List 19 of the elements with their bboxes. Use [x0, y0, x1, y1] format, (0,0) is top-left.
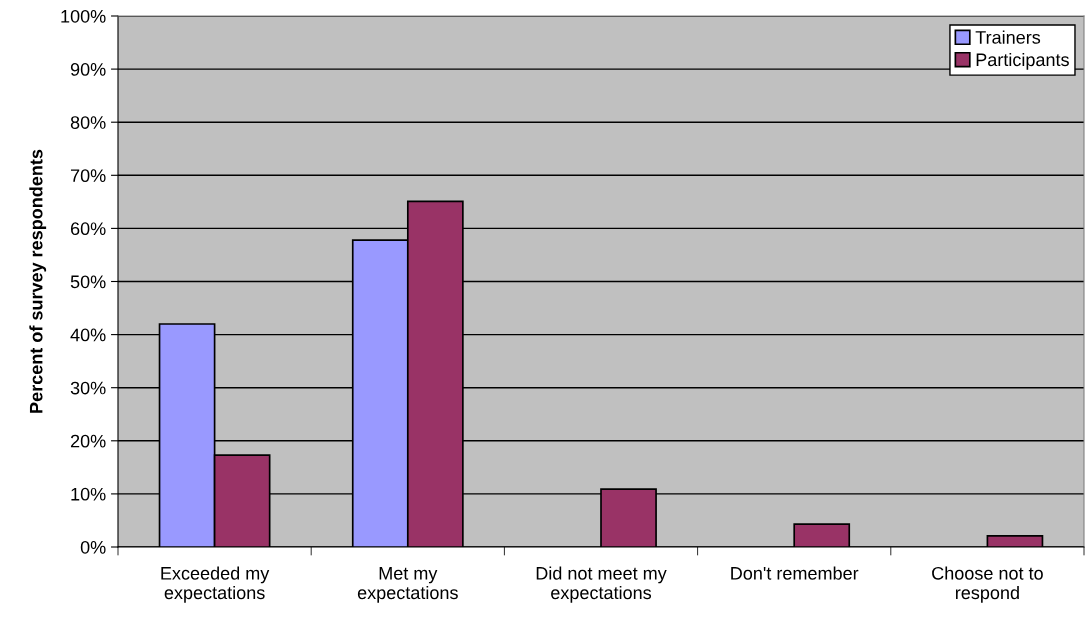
y-tick-label: 10%	[71, 487, 106, 501]
y-tick-label: 50%	[70, 275, 106, 289]
y-axis-title: Percent of survey respondents	[29, 149, 47, 413]
x-tick-label: Met my expectations	[357, 567, 458, 603]
y-tick-label: 80%	[70, 116, 106, 129]
y-tick-label: 40%	[70, 328, 106, 342]
y-tick-label: 20%	[70, 434, 106, 448]
y-tick-label: 60%	[70, 222, 106, 236]
x-tick-label: Exceeded my expectations	[161, 566, 270, 603]
x-tick-label: Don't remember	[731, 566, 859, 580]
x-tick-label: Choose not to respond	[932, 566, 1043, 603]
legend-label: Trainers	[975, 30, 1041, 44]
y-tick-label: 70%	[70, 169, 106, 183]
y-tick-label: 90%	[70, 63, 106, 76]
legend-label: Participants	[976, 52, 1069, 70]
x-tick-label: Did not meet my expectations	[536, 566, 667, 603]
y-tick-label: 0%	[80, 540, 106, 554]
y-tick-label: 30%	[70, 381, 106, 395]
y-tick-label: 100%	[61, 9, 106, 23]
